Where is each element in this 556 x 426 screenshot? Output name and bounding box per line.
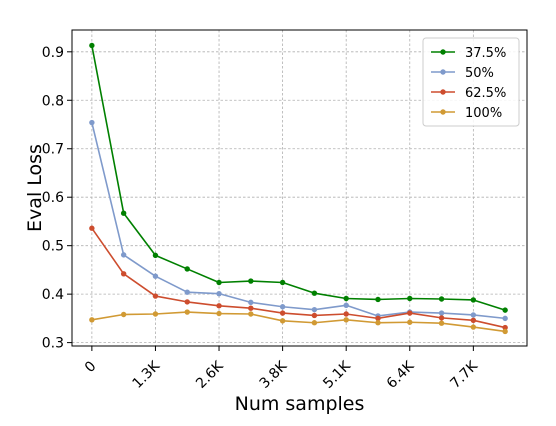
data-point [502, 324, 508, 331]
data-point [120, 252, 127, 258]
data-point [184, 289, 190, 295]
data-point [470, 312, 477, 318]
x-tick-label: 6.4K [384, 358, 418, 392]
data-point [343, 295, 349, 302]
x-axis-ticks: 0 1.3K 2.6K 3.8K 5.1K 6.4K 7.7K [82, 346, 482, 392]
data-point [279, 279, 286, 286]
data-point [279, 304, 286, 310]
y-tick-label: 0.4 [42, 287, 64, 303]
series-lines [89, 42, 508, 335]
legend-box [422, 37, 520, 127]
data-point [375, 315, 381, 322]
legend-swatch-marker [440, 89, 446, 95]
legend-label: 62.5% [465, 86, 506, 101]
data-point [343, 302, 349, 308]
legend-item: 50% [431, 66, 494, 81]
data-point [311, 306, 318, 313]
data-point [248, 299, 254, 306]
y-tick-label: 0.8 [42, 93, 64, 109]
x-tick-label: 7.7K [447, 358, 481, 392]
data-point [279, 310, 286, 316]
legend-swatch-marker [440, 69, 446, 75]
data-point [438, 315, 445, 321]
series-line [91, 122, 506, 320]
series-0 [89, 42, 508, 313]
data-point [152, 311, 159, 317]
x-tick-label: 1.3K [130, 358, 164, 392]
legend-label: 37.5% [465, 46, 506, 61]
data-point [343, 317, 349, 323]
y-axis-ticks: 0.3 0.4 0.5 0.6 0.7 0.8 0.9 [42, 45, 72, 352]
data-point [502, 307, 508, 313]
data-point [89, 119, 95, 126]
data-point [152, 252, 159, 259]
y-tick-label: 0.7 [42, 142, 64, 158]
data-point [152, 273, 159, 279]
data-point [502, 328, 508, 335]
data-point [89, 225, 95, 231]
legend-swatch-marker [440, 49, 446, 55]
series-2 [89, 225, 508, 331]
data-point [248, 278, 254, 284]
legend-label: 50% [465, 66, 494, 81]
series-line [91, 227, 506, 329]
data-point [407, 310, 413, 316]
data-point [438, 320, 445, 326]
y-tick-label: 0.3 [42, 336, 64, 352]
data-point [216, 310, 222, 317]
data-point [152, 293, 159, 299]
data-point [120, 311, 127, 318]
data-point [248, 311, 254, 317]
data-point [184, 309, 190, 315]
data-point [216, 290, 222, 297]
data-point [438, 296, 445, 302]
series-line [91, 311, 506, 333]
y-tick-label: 0.9 [42, 45, 64, 61]
legend: 37.5% 50% 62.5% 100% [422, 37, 520, 127]
y-tick-label: 0.6 [42, 190, 64, 206]
data-point [248, 305, 254, 311]
data-point [89, 42, 95, 49]
data-point [89, 317, 95, 323]
x-axis-label: Num samples [235, 393, 365, 415]
data-point [343, 311, 349, 317]
data-point [470, 317, 477, 324]
data-point [216, 279, 222, 286]
legend-item: 62.5% [431, 86, 506, 101]
data-point [311, 290, 318, 296]
data-point [470, 297, 477, 303]
series-3 [89, 309, 508, 335]
legend-swatch-marker [440, 109, 446, 115]
data-point [438, 310, 445, 316]
data-point [216, 303, 222, 309]
series-line [91, 45, 506, 311]
data-point [120, 271, 127, 277]
legend-item: 100% [431, 106, 502, 121]
legend-label: 100% [465, 106, 502, 121]
data-point [407, 295, 413, 302]
plot-frame [71, 29, 528, 347]
data-point [470, 324, 477, 330]
legend-item: 37.5% [431, 46, 506, 61]
series-1 [89, 119, 508, 322]
data-point [311, 320, 318, 326]
data-point [184, 299, 190, 305]
data-point [184, 266, 190, 272]
y-tick-label: 0.5 [42, 239, 64, 255]
y-axis-label: Eval Loss [24, 144, 46, 232]
data-point [311, 312, 318, 319]
x-tick-label: 5.1K [320, 358, 354, 392]
x-tick-label: 2.6K [193, 358, 227, 392]
x-tick-label: 3.8K [257, 358, 291, 392]
x-tick-label: 0 [82, 358, 100, 376]
data-point [407, 319, 413, 325]
data-point [375, 296, 381, 303]
data-point [375, 320, 381, 326]
data-point [502, 315, 508, 322]
data-point [120, 210, 127, 216]
data-point [279, 318, 286, 324]
